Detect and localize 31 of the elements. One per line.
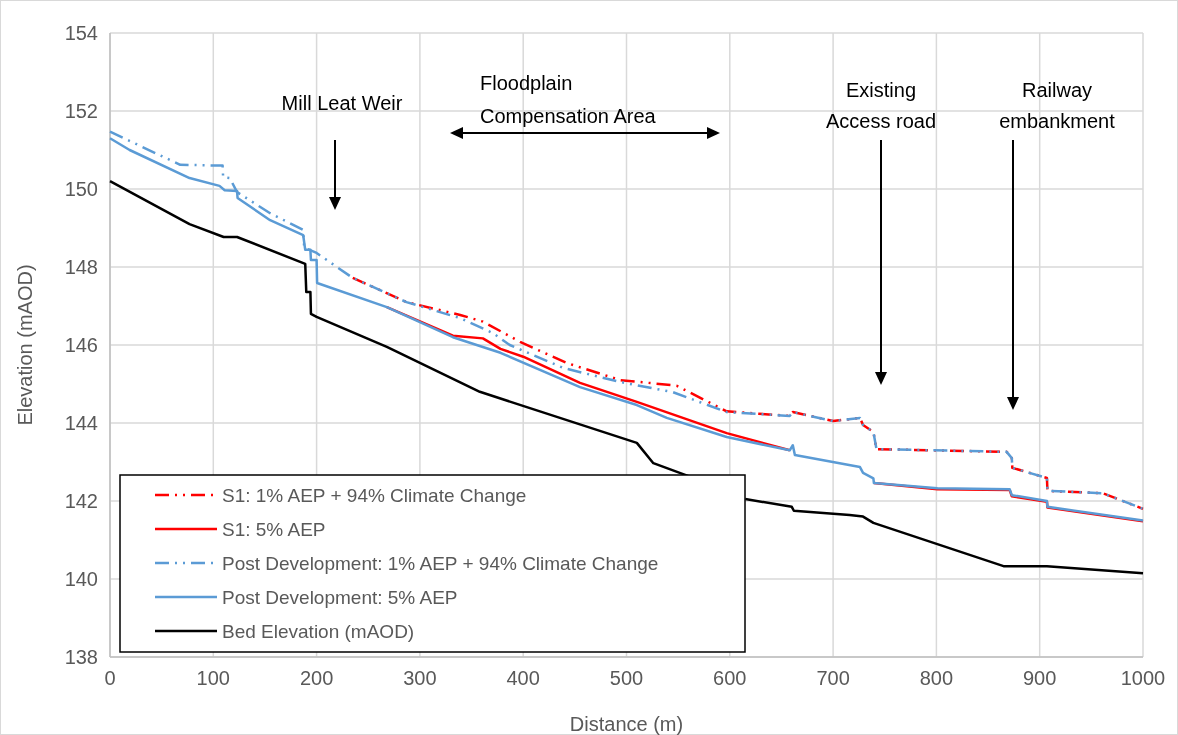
y-tick-label: 150 [64, 178, 98, 200]
x-tick-label: 500 [609, 667, 644, 689]
annotation: Railway embankment [999, 79, 1116, 132]
x-tick-label: 600 [713, 667, 747, 689]
x-tick-label: 1000 [1120, 667, 1166, 689]
y-tick-label: 152 [64, 100, 98, 122]
annotation: Floodplain Compensation Area [480, 72, 657, 127]
x-tick-label: 400 [506, 667, 540, 689]
x-tick-label: 900 [1023, 667, 1057, 689]
legend-label: Post Development: 5% AEP [222, 587, 458, 608]
x-tick-label: 100 [196, 667, 230, 689]
y-tick-label: 148 [64, 256, 98, 278]
legend-label: Bed Elevation (mAOD) [222, 621, 415, 642]
x-tick-label: 300 [403, 667, 437, 689]
annotation: Existing Access road [825, 79, 937, 132]
x-tick-label: 800 [919, 667, 954, 689]
x-tick-label: 0 [104, 667, 116, 689]
x-tick-label: 200 [299, 667, 334, 689]
legend-label: Post Development: 1% AEP + 94% Climate Change [222, 553, 659, 574]
y-tick-label: 142 [64, 490, 98, 512]
y-tick-label: 140 [64, 568, 98, 590]
y-tick-label: 144 [64, 412, 98, 434]
x-tick-label: 700 [816, 667, 850, 689]
annotation: Mill Leat Weir [281, 92, 403, 114]
x-axis-title: Distance (m) [569, 713, 684, 735]
legend-label: S1: 1% AEP + 94% Climate Change [222, 485, 527, 506]
y-axis-title: Elevation (mAOD) [14, 264, 36, 426]
y-tick-label: 154 [64, 22, 98, 44]
y-tick-label: 138 [64, 646, 98, 668]
legend-label: S1: 5% AEP [222, 519, 326, 540]
y-tick-label: 146 [64, 334, 98, 356]
